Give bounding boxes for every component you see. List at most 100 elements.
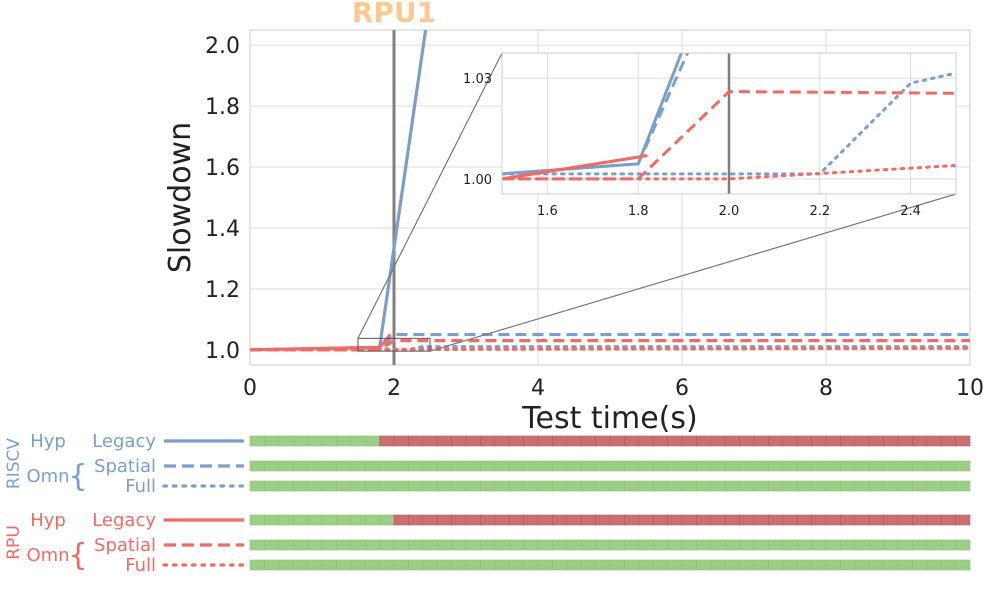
status-segment-ok [336, 435, 352, 447]
status-segment-ok [292, 514, 308, 526]
status-segment-ok [336, 460, 352, 472]
status-segment-fail [408, 514, 424, 526]
status-segment-ok [523, 559, 539, 571]
status-segment-ok [624, 539, 640, 551]
status-segment-ok [782, 559, 798, 571]
status-segment-ok [379, 514, 395, 526]
status-segment-fail [480, 435, 496, 447]
main-y-axis-label: Slowdown [163, 122, 198, 273]
status-segment-fail [638, 435, 654, 447]
row-label-riscv-full: Full [125, 476, 156, 497]
status-segment-ok [638, 539, 654, 551]
status-segment-ok [667, 460, 683, 472]
status-segment-ok [465, 539, 481, 551]
status-segment-ok [681, 539, 697, 551]
status-segment-fail [739, 514, 755, 526]
status-segment-ok [508, 539, 524, 551]
status-segment-ok [350, 559, 366, 571]
status-segment-ok [940, 559, 956, 571]
status-segment-ok [624, 559, 640, 571]
inset-series-line-rpu-legacy [502, 153, 648, 181]
status-segment-ok [912, 480, 928, 492]
inset-series-line-riscv-full [502, 71, 956, 176]
status-segment-ok [278, 539, 294, 551]
inset-x-tick-label: 2.0 [719, 204, 740, 219]
status-segment-ok [796, 480, 812, 492]
status-segment-ok [321, 480, 337, 492]
status-segment-ok [912, 539, 928, 551]
status-segment-fail [940, 514, 956, 526]
status-segment-ok [624, 480, 640, 492]
status-segment-ok [768, 460, 784, 472]
status-segment-ok [897, 539, 913, 551]
status-segment-fail [768, 514, 784, 526]
inset-series-line-riscv-spatial [502, 53, 690, 176]
status-segment-ok [537, 539, 553, 551]
status-segment-ok [422, 480, 438, 492]
status-segment-fail [926, 514, 942, 526]
status-segment-ok [868, 460, 884, 472]
status-segment-ok [912, 460, 928, 472]
status-segment-fail [825, 435, 841, 447]
status-segment-ok [336, 514, 352, 526]
status-segment-ok [278, 480, 294, 492]
status-segment-ok [436, 559, 452, 571]
status-segment-ok [523, 539, 539, 551]
row-category-label: Omn [26, 545, 69, 566]
status-segment-ok [566, 559, 582, 571]
status-segment-ok [508, 460, 524, 472]
status-segment-fail [537, 514, 553, 526]
status-segment-ok [480, 480, 496, 492]
status-segment-ok [739, 539, 755, 551]
status-segment-ok [710, 460, 726, 472]
status-segment-fail [768, 435, 784, 447]
status-segment-ok [307, 480, 323, 492]
status-segment-ok [912, 559, 928, 571]
series-line-rpu-legacy [250, 333, 392, 352]
status-segment-ok [336, 480, 352, 492]
status-segment-fail [724, 514, 740, 526]
main-x-tick-label: 0 [243, 376, 257, 401]
status-segment-ok [854, 539, 870, 551]
status-segment-ok [897, 480, 913, 492]
status-segment-fail [667, 514, 683, 526]
status-segment-ok [768, 539, 784, 551]
status-segment-ok [883, 559, 899, 571]
status-segment-ok [523, 480, 539, 492]
status-segment-fail [883, 435, 899, 447]
status-segment-ok [580, 559, 596, 571]
status-segment-ok [537, 559, 553, 571]
status-segment-ok [667, 559, 683, 571]
status-segment-fail [854, 514, 870, 526]
status-segment-ok [364, 435, 380, 447]
zoom-region-box [357, 337, 431, 352]
status-segment-ok [782, 480, 798, 492]
status-segment-ok [422, 460, 438, 472]
status-segment-ok [609, 559, 625, 571]
status-segment-fail [624, 435, 640, 447]
status-segment-ok [249, 559, 265, 571]
status-segment-ok [292, 435, 308, 447]
status-segment-ok [364, 460, 380, 472]
status-segment-fail [652, 435, 668, 447]
status-segment-ok [364, 539, 380, 551]
status-segment-ok [753, 480, 769, 492]
inset-series-group [502, 53, 956, 194]
status-segment-ok [825, 539, 841, 551]
status-segment-ok [264, 480, 280, 492]
status-segment-ok [926, 480, 942, 492]
status-segment-ok [710, 480, 726, 492]
status-segment-ok [552, 460, 568, 472]
status-segment-fail [537, 435, 553, 447]
status-segment-ok [321, 559, 337, 571]
status-segment-ok [840, 559, 856, 571]
status-segment-ok [897, 460, 913, 472]
status-segment-ok [926, 559, 942, 571]
status-segment-ok [811, 460, 827, 472]
status-segment-ok [552, 480, 568, 492]
zoom-connector-line [357, 52, 503, 339]
status-segment-ok [465, 480, 481, 492]
row-category-label: Hyp [30, 510, 66, 531]
status-segment-ok [537, 480, 553, 492]
